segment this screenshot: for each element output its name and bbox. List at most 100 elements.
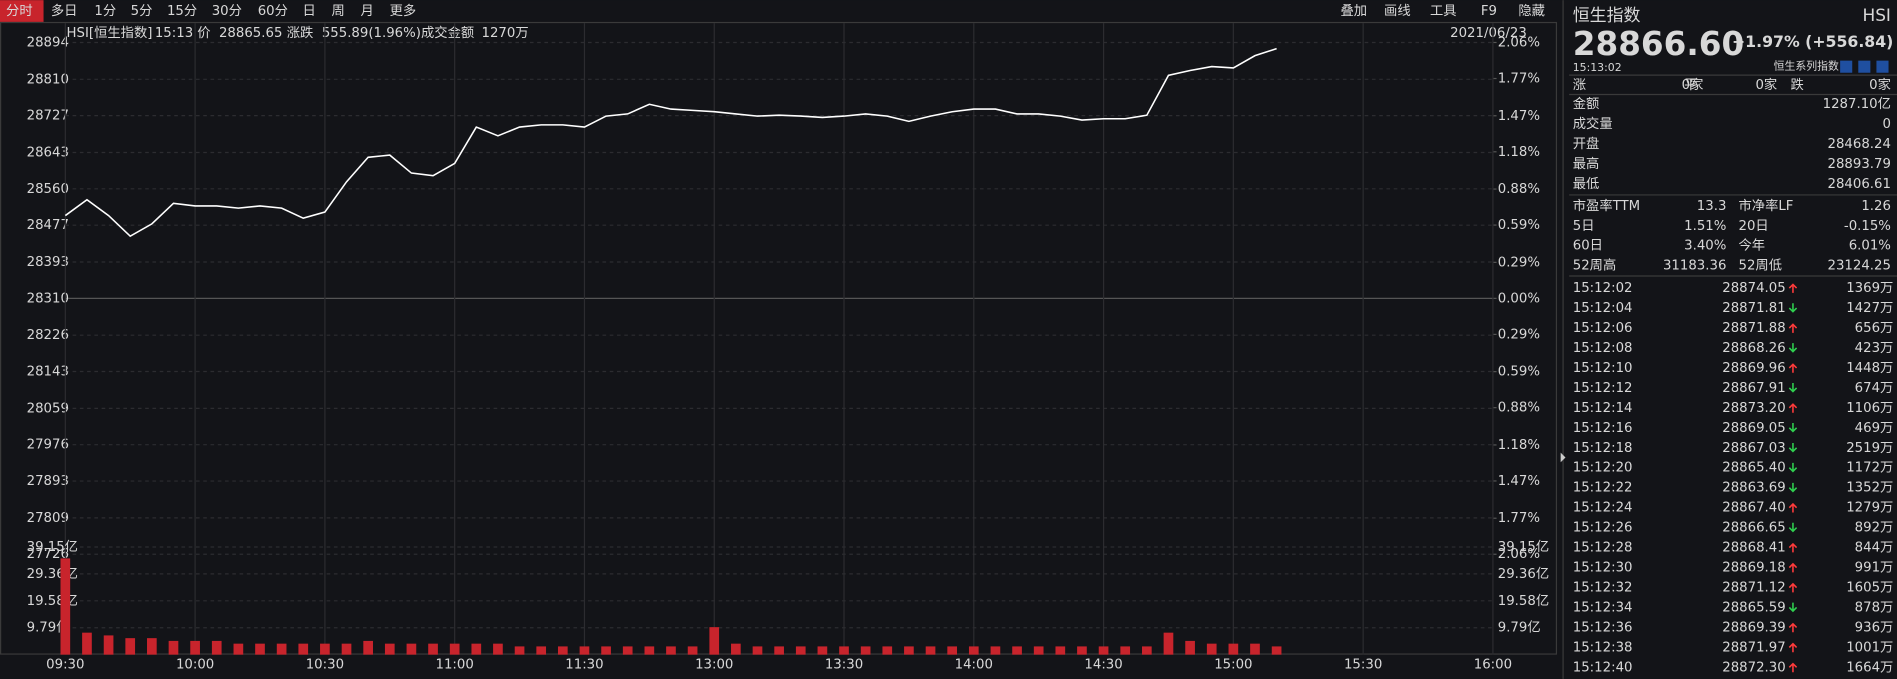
volume-bar <box>363 640 373 655</box>
icon-button[interactable] <box>1876 60 1889 73</box>
period-tab[interactable]: 日 <box>302 4 315 19</box>
up-arrow <box>1788 542 1798 553</box>
trade-price: 28863.69 <box>1722 481 1785 496</box>
stat-value: 1.51% <box>1684 219 1726 234</box>
volume-bar <box>1163 632 1174 655</box>
tool-button[interactable]: 画线 <box>1384 3 1411 19</box>
y-tick-label: 27893 <box>27 474 69 489</box>
down-arrow <box>1788 343 1798 353</box>
volume-bar <box>493 643 503 655</box>
header-amount-label: 成交金额 <box>421 24 474 41</box>
trade-volume: 878万 <box>1855 600 1894 615</box>
period-tab[interactable]: 30分 <box>212 3 242 19</box>
y2-tick-label: 1.77% <box>1498 72 1540 87</box>
volume-tick-label: 9.79亿 <box>27 620 70 636</box>
volume-bar <box>514 646 525 655</box>
down-arrow <box>1788 522 1798 533</box>
period-tab[interactable]: 周 <box>331 4 344 19</box>
down-arrow <box>1788 602 1798 613</box>
stat-label: 最低 <box>1573 176 1600 192</box>
trade-price: 28867.40 <box>1722 501 1785 516</box>
volume-bar <box>1033 646 1044 655</box>
breadth-value: 0家 <box>1682 76 1704 93</box>
stat-value: 31183.36 <box>1663 259 1726 274</box>
y-tick-label: 28143 <box>27 365 69 380</box>
period-tab[interactable]: 5分 <box>131 3 153 19</box>
volume-tick-label-right: 19.58亿 <box>1498 593 1549 609</box>
index-price: 28866.60 <box>1573 25 1744 63</box>
tool-button[interactable]: 隐藏 <box>1518 3 1545 19</box>
volume-bar <box>795 646 806 655</box>
up-arrow <box>1788 323 1798 333</box>
volume-tick-label-right: 29.36亿 <box>1498 566 1549 582</box>
volume-bar <box>341 643 352 655</box>
volume-bar <box>82 632 92 655</box>
down-arrow <box>1788 482 1798 493</box>
active-tab <box>0 0 44 22</box>
index-code: HSI <box>1862 5 1890 25</box>
volume-bar <box>687 646 698 655</box>
trade-time: 15:12:28 <box>1573 541 1633 556</box>
x-tick-label: 14:00 <box>955 657 993 672</box>
y2-tick-label: 0.29% <box>1498 255 1540 270</box>
trade-price: 28865.40 <box>1722 461 1785 476</box>
trade-time: 15:12:10 <box>1573 361 1633 376</box>
icon-button[interactable] <box>1858 60 1871 73</box>
trade-time: 15:12:40 <box>1573 660 1633 675</box>
tool-button[interactable]: 工具 <box>1430 4 1457 19</box>
y-tick-label: 28226 <box>27 328 69 343</box>
breadth-value: 0家 <box>1869 76 1891 93</box>
trade-volume: 991万 <box>1855 561 1894 576</box>
trade-price: 28868.41 <box>1722 541 1785 556</box>
trade-time: 15:12:04 <box>1573 301 1633 316</box>
period-tab[interactable]: 更多 <box>390 2 417 19</box>
volume-bar <box>168 640 179 655</box>
stat-label: 60日 <box>1573 239 1603 254</box>
volume-bar <box>1120 646 1131 655</box>
period-tab[interactable]: 多日 <box>51 2 78 19</box>
header-change: 555.89(1.96%) <box>322 26 421 41</box>
volume-bar <box>103 635 114 655</box>
trade-time: 15:12:22 <box>1573 481 1633 496</box>
period-tab[interactable]: 分时 <box>6 3 33 19</box>
trade-time: 15:12:34 <box>1573 600 1633 615</box>
volume-bar <box>190 640 200 655</box>
volume-bar <box>211 640 222 655</box>
volume-bar <box>839 646 849 655</box>
stat-value: 3.40% <box>1684 239 1726 254</box>
y-tick-label: 27726 <box>27 547 69 562</box>
x-tick-label: 15:00 <box>1214 657 1252 672</box>
x-tick-label: 13:00 <box>695 657 733 672</box>
volume-bar <box>860 646 871 655</box>
trade-price: 28869.96 <box>1722 361 1785 376</box>
volume-tick-label: 29.36亿 <box>27 566 78 582</box>
trade-time: 15:12:18 <box>1573 441 1633 456</box>
y2-tick-label: 0.59% <box>1498 218 1540 233</box>
trade-volume: 1172万 <box>1846 461 1893 476</box>
stat-value: 28468.24 <box>1827 137 1890 152</box>
stat-label: 52周高 <box>1573 257 1617 274</box>
down-arrow <box>1788 442 1798 453</box>
trade-price: 28874.05 <box>1722 281 1785 296</box>
volume-tick-label-right: 9.79亿 <box>1498 620 1541 636</box>
tool-button[interactable]: 叠加 <box>1340 3 1367 19</box>
volume-bar <box>276 643 287 655</box>
period-tab[interactable]: 15分 <box>167 3 197 19</box>
y-tick-label: 28059 <box>27 401 69 416</box>
volume-bar <box>536 646 547 655</box>
icon-button[interactable] <box>1840 60 1853 73</box>
period-tab[interactable]: 1分 <box>94 3 116 19</box>
stat-label: 金额 <box>1573 96 1600 112</box>
period-tab[interactable]: 月 <box>361 4 374 19</box>
trade-time: 15:12:14 <box>1573 401 1633 416</box>
stat-value: 1.26 <box>1861 199 1891 214</box>
y-tick-label: 27976 <box>27 438 69 453</box>
trade-volume: 423万 <box>1855 341 1894 356</box>
up-arrow <box>1788 283 1798 293</box>
trade-price: 28873.20 <box>1722 401 1785 416</box>
collapse-arrow[interactable] <box>1560 452 1566 463</box>
tool-button[interactable]: F9 <box>1481 4 1497 19</box>
period-tab[interactable]: 60分 <box>258 3 288 19</box>
